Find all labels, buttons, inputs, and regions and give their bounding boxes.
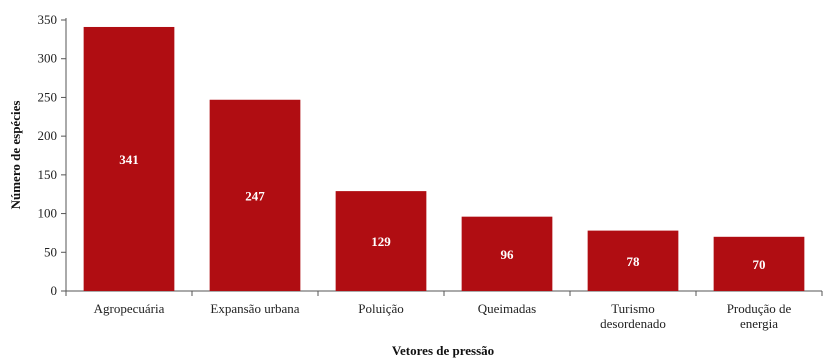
y-tick-label: 300	[38, 51, 58, 66]
category-labels: Agropecuária Expansão urbana Poluição Queim…	[94, 301, 792, 331]
bar	[713, 236, 805, 291]
category-label: Poluição	[358, 301, 404, 316]
category-label: Turismo	[611, 301, 655, 316]
bar	[83, 26, 175, 292]
category-label: Produção de	[727, 301, 792, 316]
bar-value-label: 247	[245, 188, 265, 203]
y-tick-label: 150	[38, 167, 58, 182]
y-tick-label: 0	[51, 283, 58, 298]
bar-value-label: 78	[627, 254, 641, 269]
category-label: Agropecuária	[94, 301, 165, 316]
y-axis: 0 50 100 150 200 250 300 350	[38, 12, 67, 298]
bar-value-label: 341	[119, 152, 139, 167]
y-tick-label: 100	[38, 206, 58, 221]
bar-data-labels: 341 247 129 96 78 70	[119, 152, 765, 272]
bar-value-label: 70	[753, 257, 766, 272]
bar-value-label: 129	[371, 234, 391, 249]
bars	[83, 26, 805, 292]
bar	[209, 99, 301, 291]
y-tick-label: 350	[38, 12, 58, 27]
y-axis-title: Número de espécies	[8, 101, 23, 210]
y-tick-label: 250	[38, 89, 58, 104]
category-label: Expansão urbana	[210, 301, 299, 316]
category-label: desordenado	[600, 316, 666, 331]
bar-value-label: 96	[501, 247, 515, 262]
y-tick-label: 50	[44, 244, 57, 259]
y-tick-label: 200	[38, 128, 58, 143]
bar	[461, 216, 553, 291]
x-axis	[65, 290, 823, 296]
x-axis-title: Vetores de pressão	[392, 343, 494, 358]
bar	[587, 230, 679, 291]
bar	[335, 191, 427, 291]
category-label: Queimadas	[478, 301, 536, 316]
category-label: energia	[740, 316, 778, 331]
